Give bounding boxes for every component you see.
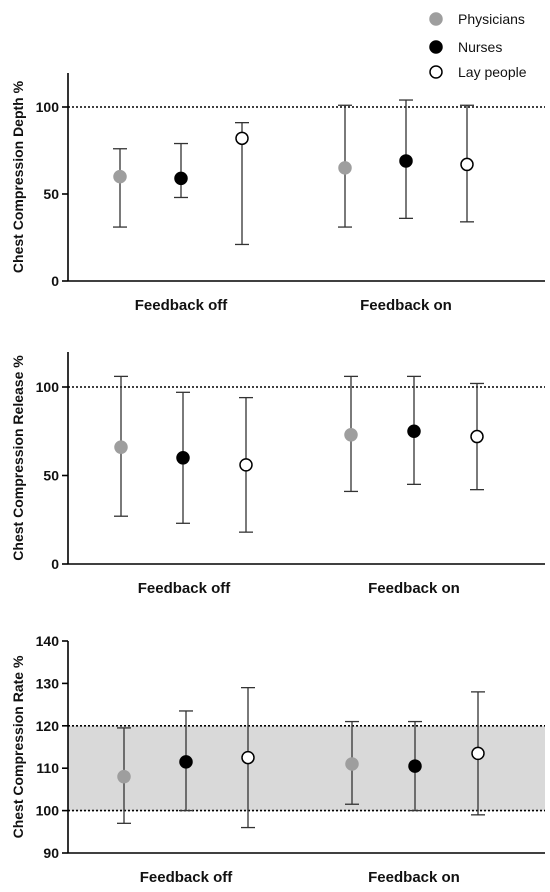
category-label-feedback-off: Feedback off [135, 297, 229, 314]
data-point-lay-people-2 [460, 157, 474, 172]
data-point-lay-people-2 [471, 746, 485, 761]
data-point-lay-people-1 [241, 750, 255, 765]
category-label-feedback-on: Feedback on [360, 297, 452, 314]
legend-label-nurses: Nurses [458, 39, 502, 55]
data-point-nurses-1 [179, 755, 193, 769]
y-axis-title: Chest Compression Rate % [10, 655, 26, 838]
legend-marker-nurses [429, 40, 443, 54]
data-point-lay-people-2 [470, 429, 484, 444]
legend-label-physicians: Physicians [458, 11, 525, 27]
y-tick-label-100: 100 [36, 379, 60, 395]
data-point-physicians-1 [117, 769, 131, 784]
data-point-lay-people-1 [239, 458, 253, 472]
legend-marker-physicians [429, 12, 443, 26]
data-point-nurses-1 [174, 171, 188, 186]
target-band [68, 725, 545, 811]
y-tick-label-50: 50 [43, 186, 59, 202]
data-point-nurses-2 [407, 424, 421, 438]
data-point-physicians-1 [113, 169, 127, 184]
y-tick-label-100: 100 [36, 99, 60, 115]
category-label-feedback-on: Feedback on [368, 869, 460, 886]
data-point-nurses-2 [408, 759, 422, 773]
legend-marker-lay-people [429, 65, 443, 79]
y-tick-label-130: 130 [36, 675, 60, 691]
category-label-feedback-off: Feedback off [138, 580, 232, 597]
y-tick-label-90: 90 [43, 845, 59, 861]
data-point-physicians-2 [344, 428, 358, 442]
category-label-feedback-off: Feedback off [140, 869, 234, 886]
y-tick-label-110: 110 [36, 760, 59, 776]
category-label-feedback-on: Feedback on [368, 580, 460, 597]
data-point-lay-people-1 [235, 131, 249, 146]
panel-3: 90 100 110 120 130 140 Chest Compression Rate … [10, 633, 545, 886]
y-axis-title: Chest Compression Depth % [10, 80, 26, 273]
legend-label-lay-people: Lay people [458, 64, 527, 80]
y-tick-label-0: 0 [51, 556, 59, 572]
y-tick-label-140: 140 [36, 633, 60, 649]
y-axis-title: Chest Compression Release % [10, 355, 26, 561]
panel-1: 0 50 100 Chest Compression Depth % Feedback … [10, 73, 545, 314]
y-tick-label-120: 120 [36, 718, 60, 734]
data-point-physicians-2 [345, 757, 359, 771]
panel-2: 0 50 100 Chest Compression Release % Feedbac… [10, 352, 545, 597]
y-tick-label-50: 50 [43, 468, 59, 484]
y-tick-label-100: 100 [36, 803, 60, 819]
data-point-physicians-2 [338, 161, 352, 175]
data-point-nurses-1 [176, 451, 190, 465]
data-point-nurses-2 [399, 154, 413, 168]
data-point-physicians-1 [114, 440, 128, 454]
y-tick-label-0: 0 [51, 273, 59, 289]
